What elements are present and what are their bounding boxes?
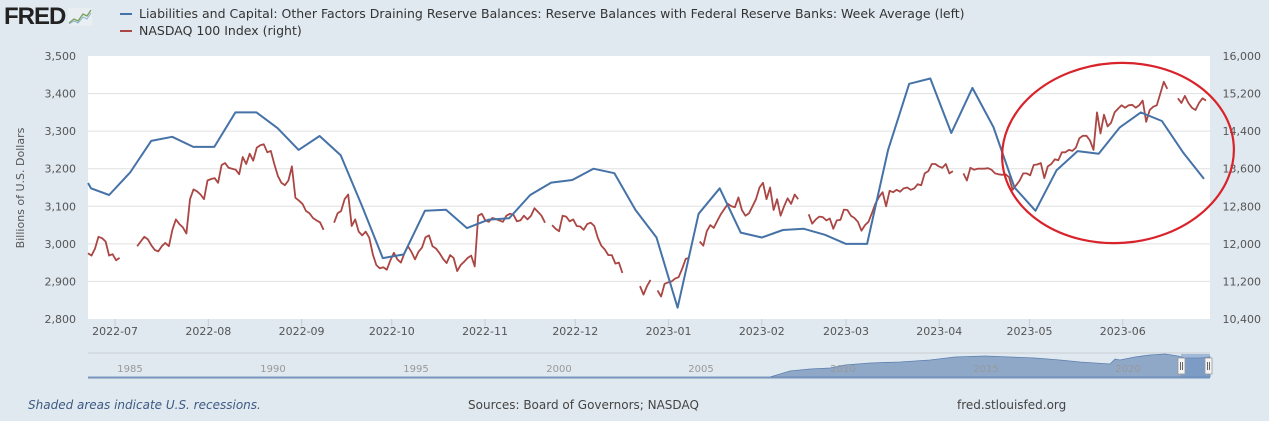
x-tick-label: 2022-10: [369, 325, 415, 338]
y-left-tick-label: 2,800: [45, 313, 77, 326]
x-tick-label: 2022-11: [462, 325, 508, 338]
x-tick-label: 2023-05: [1007, 325, 1053, 338]
series-group: [87, 77, 1207, 309]
y-axis-left: 2,800 2,900 3,000 3,100 3,200 3,300 3,400 3,500: [45, 50, 77, 326]
y-axis-title: Billions of U.S. Dollars: [14, 127, 27, 248]
y-left-tick-label: 3,200: [45, 163, 77, 176]
legend-label: Liabilities and Capital: Other Factors D…: [139, 6, 965, 21]
y-right-tick-label: 10,400: [1223, 313, 1262, 326]
navigator-area: [88, 353, 1211, 378]
annotation-ellipse: [1001, 61, 1235, 245]
y-right-tick-label: 11,200: [1223, 275, 1262, 288]
legend-swatch-blue: [120, 12, 132, 15]
x-tick-label: 2023-03: [823, 325, 869, 338]
x-tick-label: 2023-02: [739, 325, 785, 338]
series-line-reserve-balances[interactable]: [87, 77, 1205, 309]
navigator-year-label: 2020: [1115, 364, 1140, 375]
legend-item-reserve-balances[interactable]: Liabilities and Capital: Other Factors D…: [120, 5, 965, 22]
x-tick-label: 2023-01: [646, 325, 692, 338]
navigator-year-label: 1990: [260, 364, 285, 375]
chart-line-icon: [68, 8, 93, 26]
navigator-year-label: 1985: [117, 364, 142, 375]
navigator-year-label: 2005: [688, 364, 713, 375]
y-left-tick-label: 3,300: [45, 125, 77, 138]
y-left-tick-label: 3,500: [45, 50, 77, 63]
legend-swatch-red: [120, 29, 132, 32]
y-left-tick-label: 3,400: [45, 88, 77, 101]
navigator: 1985 1990 1995 2000 2005 2010 2015 2020: [88, 352, 1213, 379]
x-tick-label: 2022-08: [185, 325, 231, 338]
recession-note: Shaded areas indicate U.S. recessions.: [28, 398, 261, 412]
series-line-nasdaq[interactable]: [87, 80, 1207, 298]
y-left-tick-label: 3,000: [45, 238, 77, 251]
fred-url-link[interactable]: fred.stlouisfed.org: [957, 398, 1067, 412]
navigator-year-label: 1995: [403, 364, 428, 375]
fred-logo[interactable]: FRED: [4, 3, 93, 31]
navigator-year-label: 2000: [546, 364, 571, 375]
navigator-year-label: 2010: [830, 364, 855, 375]
y-right-tick-label: 12,800: [1223, 200, 1262, 213]
navigator-handle-right[interactable]: [1204, 357, 1213, 375]
x-tick-label: 2023-06: [1100, 325, 1146, 338]
y-right-tick-label: 15,200: [1223, 88, 1262, 101]
x-tick-label: 2023-04: [916, 325, 962, 338]
y-right-tick-label: 13,600: [1223, 163, 1262, 176]
y-right-tick-label: 12,000: [1223, 238, 1262, 251]
y-right-tick-label: 16,000: [1223, 50, 1262, 63]
x-axis: 2022-07 2022-08 2022-09 2022-10 2022-11 2022-…: [92, 319, 1146, 338]
plot-area: [88, 56, 1210, 319]
y-left-tick-label: 2,900: [45, 275, 77, 288]
chart-legend: Liabilities and Capital: Other Factors D…: [120, 5, 965, 39]
sources-text: Sources: Board of Governors; NASDAQ: [468, 398, 699, 412]
x-tick-label: 2022-07: [92, 325, 138, 338]
legend-label: NASDAQ 100 Index (right): [139, 23, 302, 38]
navigator-handle-left[interactable]: [1177, 357, 1186, 375]
logo-text: FRED: [4, 3, 66, 30]
y-right-tick-label: 14,400: [1223, 125, 1262, 138]
y-axis-right: 10,400 11,200 12,000 12,800 13,600 14,400 15,2…: [1223, 50, 1262, 326]
legend-item-nasdaq[interactable]: NASDAQ 100 Index (right): [120, 22, 965, 39]
navigator-year-labels: 1985 1990 1995 2000 2005 2010 2015 2020: [117, 364, 1140, 375]
y-left-tick-label: 3,100: [45, 200, 77, 213]
x-tick-label: 2022-12: [552, 325, 598, 338]
navigator-year-label: 2015: [973, 364, 998, 375]
x-tick-label: 2022-09: [279, 325, 325, 338]
